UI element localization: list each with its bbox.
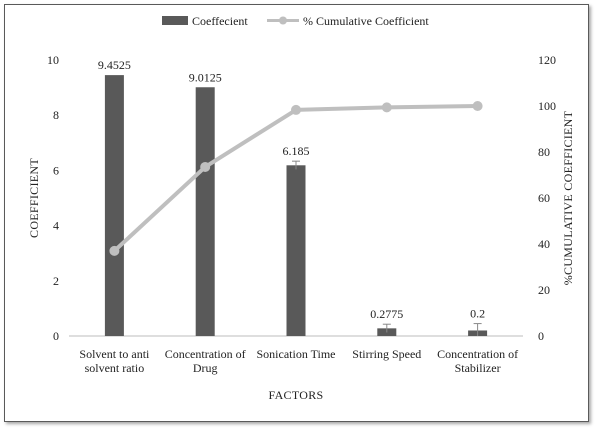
y-tick-label: 8 [53,108,59,122]
legend-swatch-marker [279,16,287,25]
bar-value-label: 0.2 [470,307,485,321]
line-point [109,245,120,256]
y2-tick-label: 120 [538,53,556,67]
y-axis-title: COEFFICIENT [27,158,41,238]
legend: Coeffecient % Cumulative Coefficient [162,14,429,28]
y2-tick-label: 0 [538,329,544,343]
bar [286,165,306,336]
bar-series [104,75,488,337]
line-point [472,101,483,111]
x-tick-label: Solvent to anti solvent ratio [79,347,150,375]
x-tick-label: Sonication Time [256,347,335,361]
bar-value-label: 0.2775 [370,307,403,321]
bar [195,87,215,336]
line-series [109,101,483,256]
line-point [291,104,301,115]
chart-frame: Coeffecient % Cumulative Coefficient 0 2 4… [4,4,589,422]
y2-tick-label: 80 [538,145,550,159]
bar-value-label: 6.185 [283,144,310,158]
x-tick-label: Stirring Speed [352,347,421,361]
legend-swatch-bar [162,16,188,25]
y2-tick-label: 40 [538,237,550,251]
y2-axis-title: %CUMULATIVE COEFFICIENT [561,110,575,285]
line-point [200,161,211,172]
bar-value-label: 9.0125 [189,70,222,84]
y-tick-label: 4 [53,219,59,233]
y-tick-label: 10 [47,53,59,67]
legend-label-line: % Cumulative Coefficient [303,14,429,28]
x-tick-label: Concentration of Stabilizer [437,347,518,375]
chart-svg: Coeffecient % Cumulative Coefficient 0 2 4… [27,14,575,402]
bar-value-label: 9.4525 [98,58,131,72]
y-tick-label: 0 [53,329,59,343]
legend-label-bar: Coeffecient [192,14,248,28]
x-tick-label: Concentration of Drug [165,347,246,375]
y2-tick-label: 20 [538,283,550,297]
y2-tick-label: 60 [538,191,550,205]
data-labels: 9.4525 9.0125 6.185 0.2775 0.2 [98,58,485,321]
bar [104,75,124,337]
line-point [381,102,392,113]
x-axis-title: FACTORS [268,388,323,402]
y-tick-label: 6 [53,163,59,177]
y2-tick-label: 100 [538,99,556,113]
y-tick-label: 2 [53,274,59,288]
